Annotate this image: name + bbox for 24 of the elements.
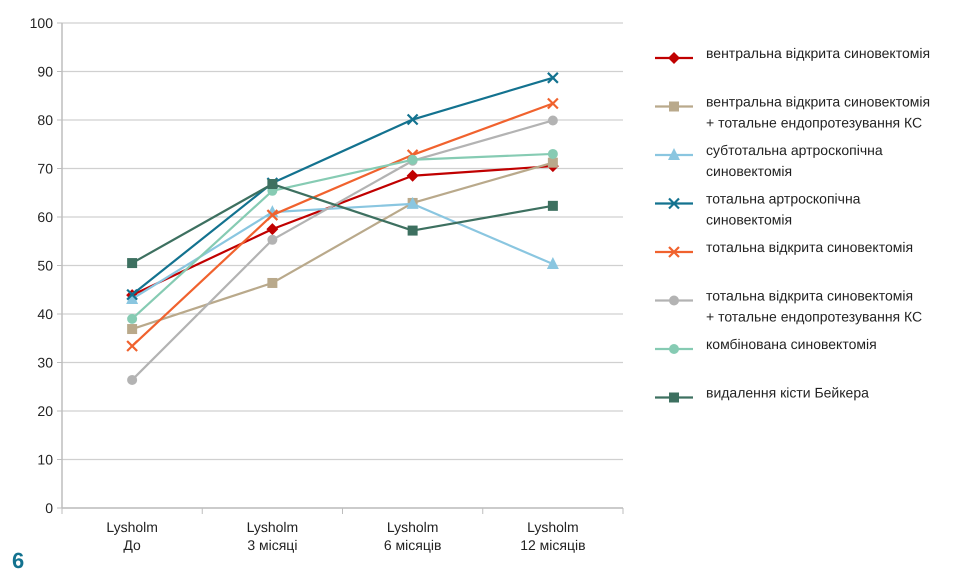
- y-tick-label: 50: [37, 257, 54, 274]
- x-tick-label: Lysholm 3 місяці: [246, 519, 298, 553]
- y-tick-label: 30: [37, 354, 54, 370]
- legend-label: вентральна відкрита синовектомія: [706, 45, 930, 61]
- y-tick-label: 70: [37, 160, 54, 176]
- legend-label: субтотальна артроскопічна синовектомія: [706, 142, 883, 179]
- y-tick-label: 100: [30, 14, 54, 31]
- y-tick-label: 20: [37, 402, 54, 419]
- legend-label: тотальна відкрита синовектомія + тотальне ендопротезування КС: [706, 288, 922, 324]
- y-tick-label: 10: [37, 451, 54, 468]
- legend-label: тотальна артроскопічна синовектомія: [706, 190, 861, 228]
- legend-label: тотальна відкрита синовектомія: [706, 239, 914, 255]
- y-tick-label: 0: [45, 500, 54, 516]
- x-tick-label: Lysholm 12 місяців: [520, 519, 586, 553]
- x-tick-label: Lysholm До: [106, 519, 158, 553]
- legend-label: комбінована синовектомія: [706, 336, 877, 352]
- legend-label: вентральна відкрита синовектомія + тотальне ендопротезування КС: [706, 94, 930, 130]
- legend-label: видалення кісти Бейкера: [706, 384, 870, 400]
- y-tick-label: 60: [37, 208, 54, 225]
- text: 6: [12, 548, 24, 573]
- x-tick-label: Lysholm 6 місяців: [384, 519, 442, 553]
- y-tick-label: 80: [37, 112, 54, 128]
- y-tick-label: 90: [37, 63, 54, 80]
- y-tick-label: 40: [37, 306, 54, 322]
